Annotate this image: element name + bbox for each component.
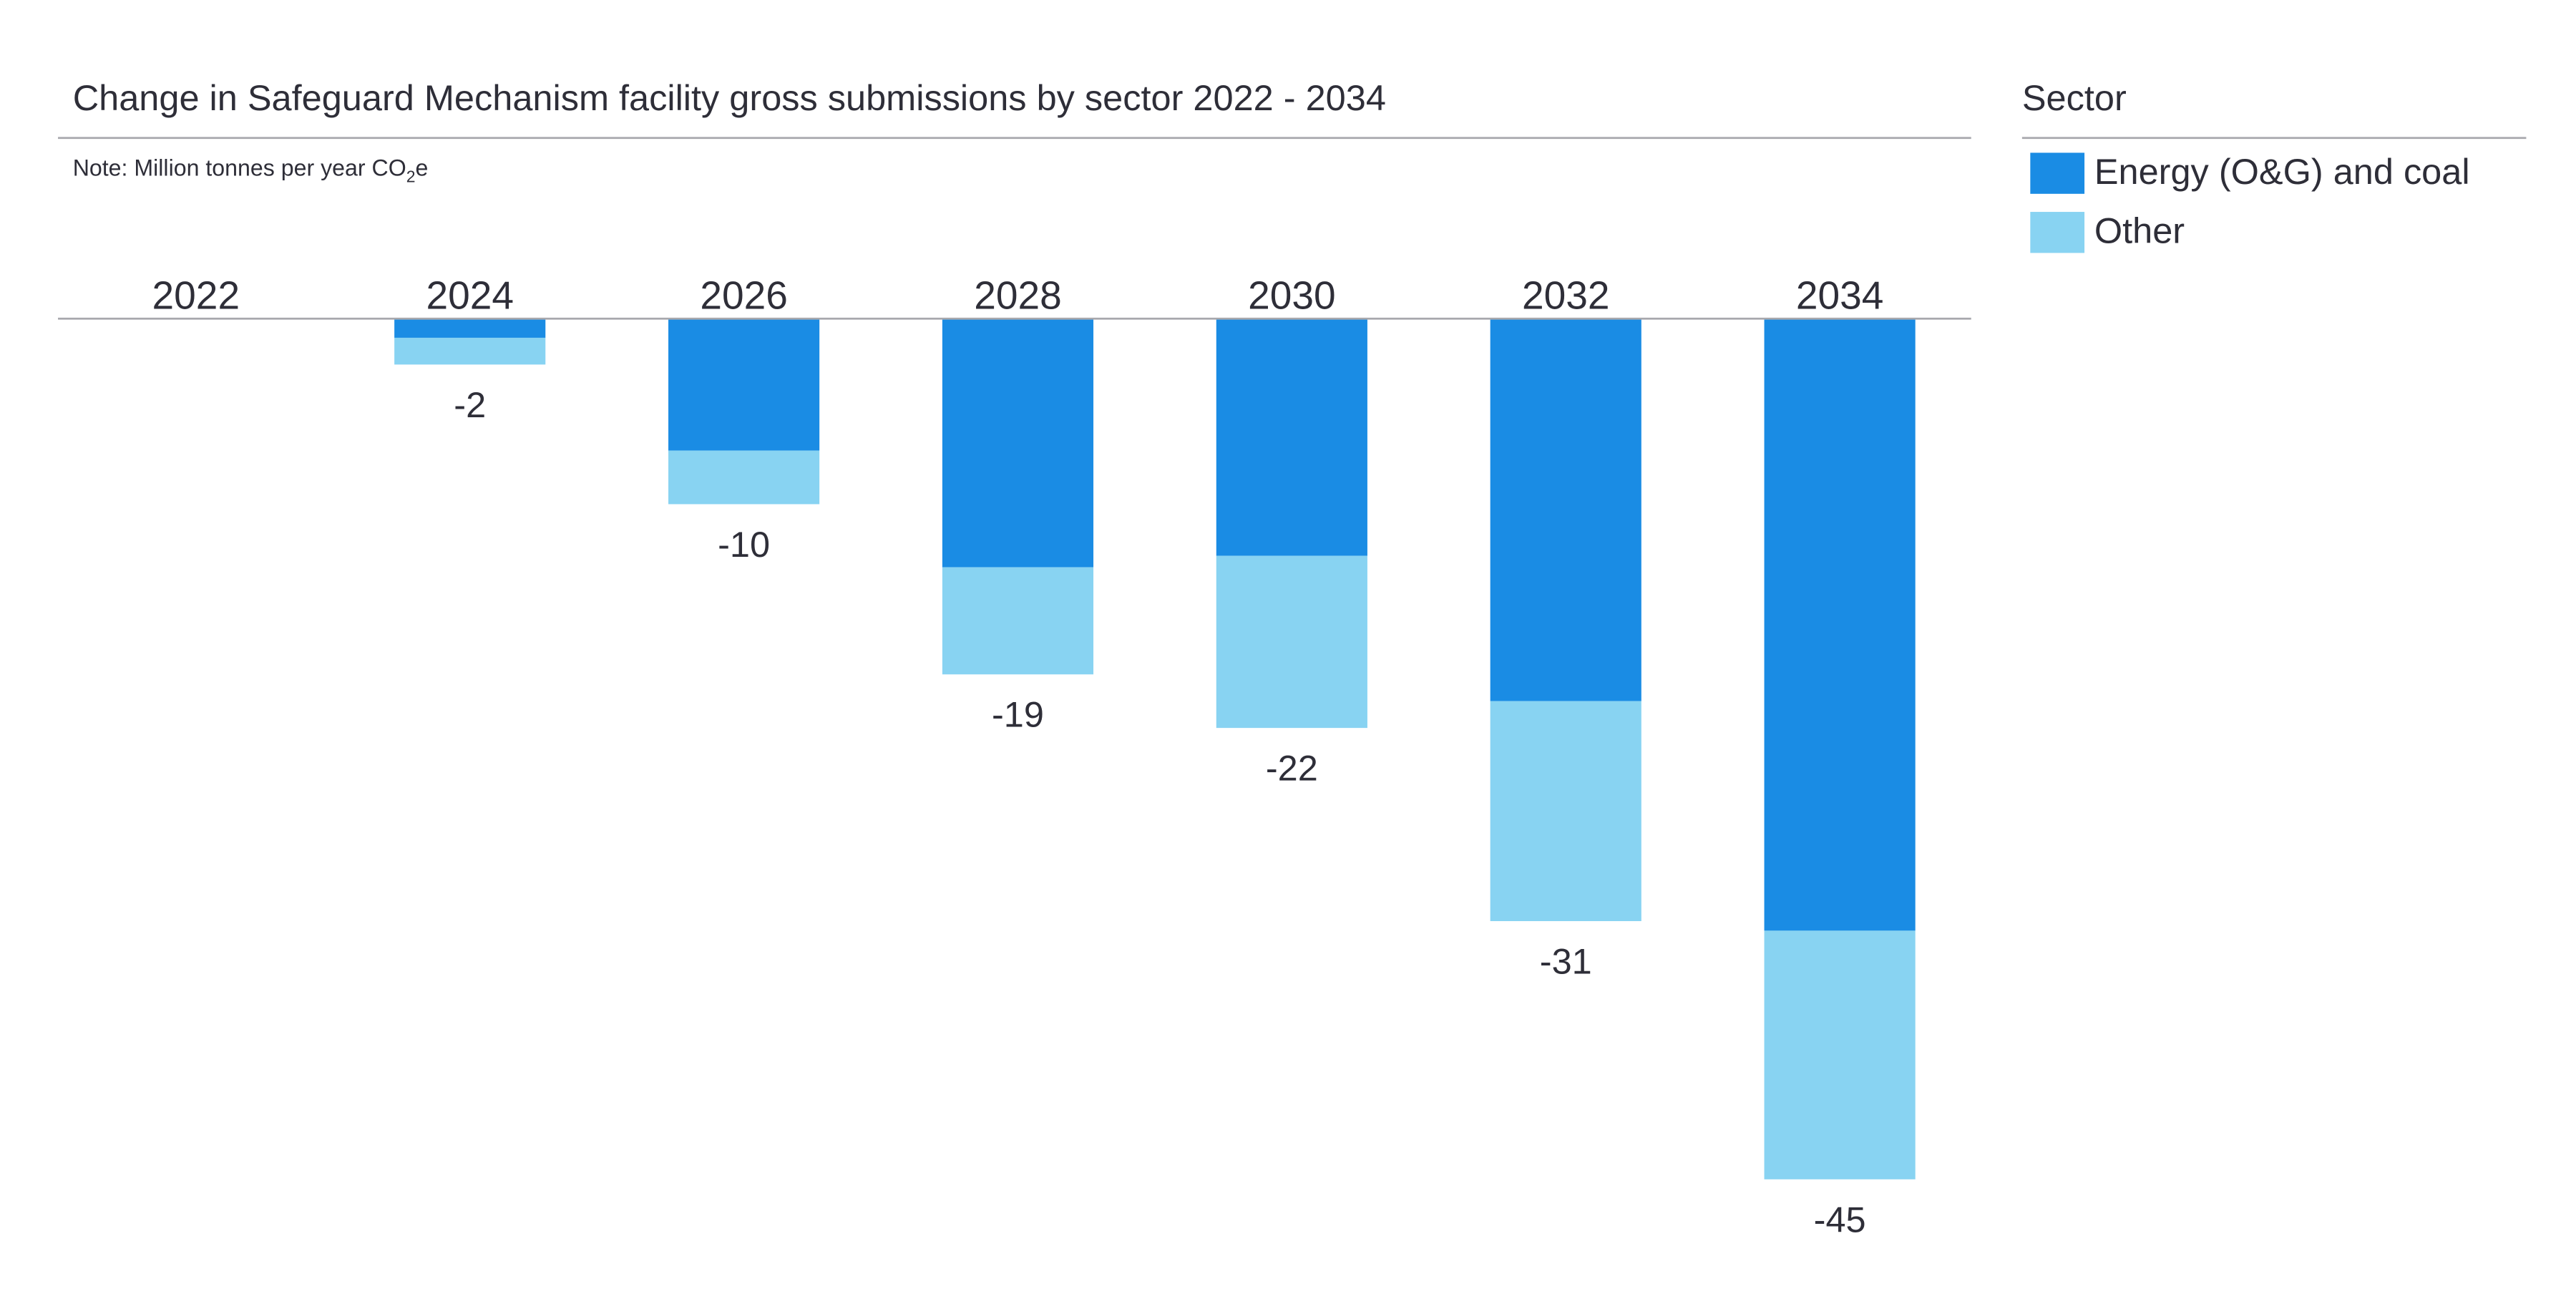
x-tick-label: 2034 (1796, 273, 1884, 317)
x-tick-label: 2022 (152, 273, 240, 317)
bar-other (668, 450, 820, 505)
chart-title: Change in Safeguard Mechanism facility g… (73, 77, 1386, 118)
bar-energy (668, 318, 820, 451)
x-tick-label: 2028 (974, 273, 1062, 317)
bar-energy (1490, 318, 1641, 701)
x-tick-label: 2024 (426, 273, 514, 317)
total-label: -31 (1540, 940, 1592, 981)
legend: Sector Energy (O&G) and coal Other (2022, 77, 2527, 253)
legend-label-energy: Energy (O&G) and coal (2094, 151, 2470, 192)
total-label: -45 (1814, 1199, 1866, 1240)
bar-other (1764, 930, 1916, 1179)
legend-swatch-other (2030, 212, 2085, 253)
legend-swatch-energy (2030, 152, 2085, 194)
bar-energy (394, 318, 546, 338)
x-tick-label: 2032 (1522, 273, 1610, 317)
total-label: -2 (454, 384, 486, 425)
bar-other (1490, 701, 1641, 922)
bar-energy (1216, 318, 1367, 556)
x-tick-label: 2030 (1248, 273, 1336, 317)
legend-title: Sector (2022, 77, 2127, 118)
total-label: -19 (992, 694, 1044, 735)
x-axis-ticks: 2022 2024 2026 2028 2030 2032 2034 (152, 273, 1884, 317)
bar-energy (942, 318, 1094, 568)
legend-label-other: Other (2094, 210, 2185, 251)
bar-other (394, 337, 546, 365)
bar-other (942, 567, 1094, 675)
x-tick-label: 2026 (700, 273, 788, 317)
bar-energy (1764, 318, 1916, 931)
bars (394, 318, 1916, 1179)
bar-other (1216, 555, 1367, 729)
total-label: -22 (1266, 748, 1318, 789)
chart-note: Note: Million tonnes per year CO2e (73, 155, 429, 186)
total-label: -10 (718, 524, 770, 565)
data-labels: -2 -10 -19 -22 -31 -45 (454, 384, 1865, 1240)
